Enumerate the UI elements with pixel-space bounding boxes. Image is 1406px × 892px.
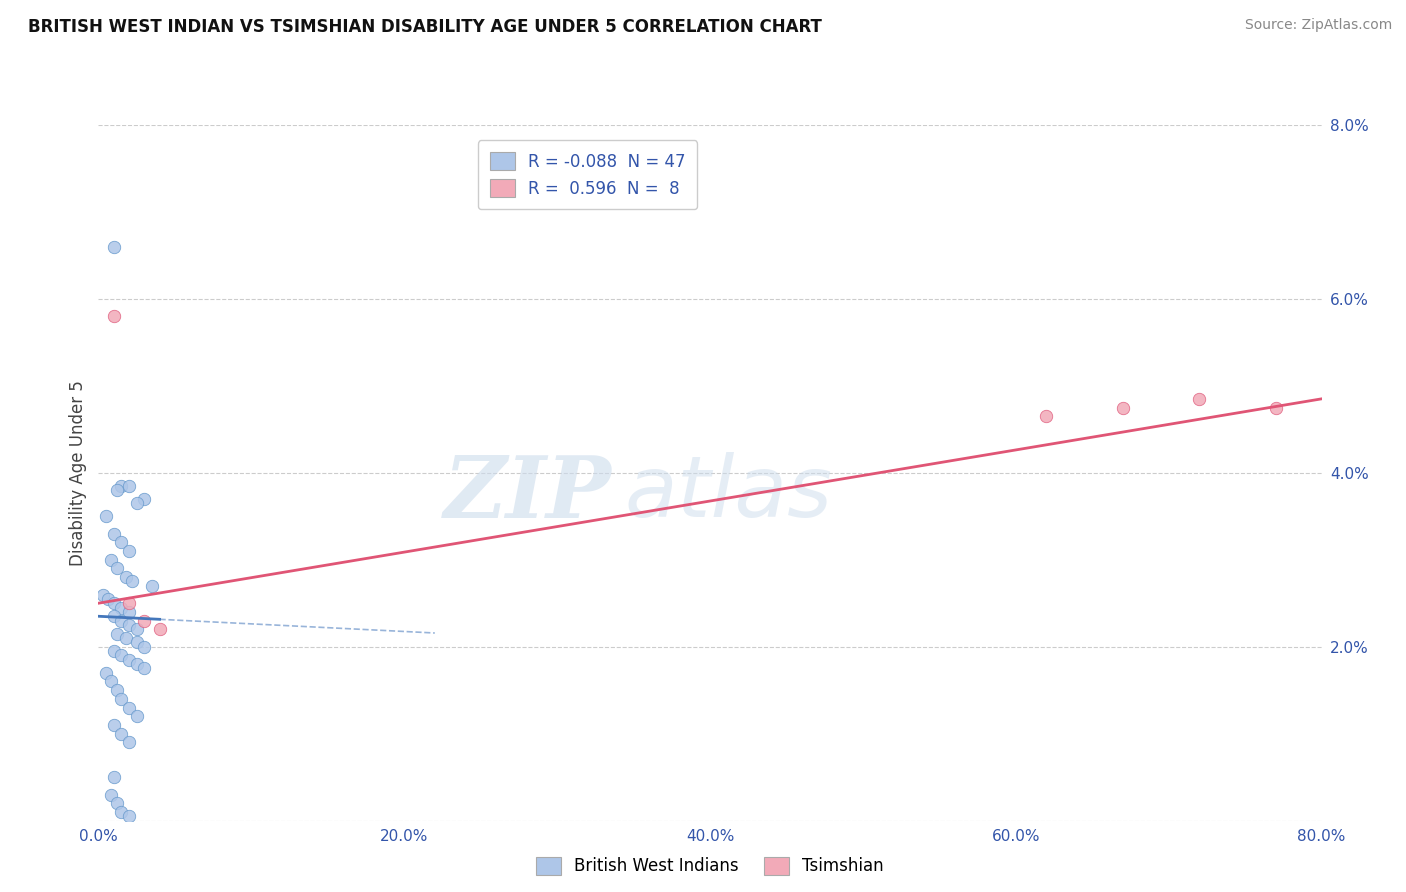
Point: [100, 674, 122, 689]
Point: [134, 614, 156, 628]
Point: [125, 496, 148, 510]
Point: [118, 735, 141, 749]
Point: [149, 623, 172, 637]
Point: [121, 574, 143, 589]
Point: [1264, 401, 1286, 415]
Point: [105, 561, 128, 575]
Point: [134, 661, 156, 675]
Point: [125, 657, 148, 671]
Point: [118, 618, 141, 632]
Point: [1112, 401, 1135, 415]
Point: [125, 709, 148, 723]
Point: [110, 479, 132, 493]
Point: [103, 718, 125, 732]
Point: [118, 479, 141, 493]
Legend: British West Indians, Tsimshian: British West Indians, Tsimshian: [530, 850, 890, 882]
Point: [125, 635, 148, 649]
Point: [134, 491, 156, 506]
Point: [103, 644, 125, 658]
Point: [1188, 392, 1211, 406]
Text: ZIP: ZIP: [444, 452, 612, 535]
Point: [1035, 409, 1057, 424]
Text: BRITISH WEST INDIAN VS TSIMSHIAN DISABILITY AGE UNDER 5 CORRELATION CHART: BRITISH WEST INDIAN VS TSIMSHIAN DISABIL…: [28, 18, 823, 36]
Point: [134, 640, 156, 654]
Point: [94, 665, 117, 680]
Point: [103, 310, 125, 324]
Point: [103, 596, 125, 610]
Point: [110, 600, 132, 615]
Point: [115, 631, 138, 645]
Point: [118, 809, 141, 823]
Point: [100, 552, 122, 567]
Point: [105, 796, 128, 810]
Point: [118, 605, 141, 619]
Y-axis label: Disability Age Under 5: Disability Age Under 5: [69, 380, 87, 566]
Text: Source: ZipAtlas.com: Source: ZipAtlas.com: [1244, 18, 1392, 32]
Point: [118, 700, 141, 714]
Point: [125, 623, 148, 637]
Point: [103, 609, 125, 624]
Point: [105, 683, 128, 698]
Point: [110, 614, 132, 628]
Point: [118, 653, 141, 667]
Point: [110, 535, 132, 549]
Text: atlas: atlas: [624, 452, 832, 535]
Point: [103, 770, 125, 784]
Point: [97, 591, 120, 606]
Point: [118, 596, 141, 610]
Point: [115, 570, 138, 584]
Point: [110, 726, 132, 740]
Point: [118, 544, 141, 558]
Point: [105, 626, 128, 640]
Point: [110, 805, 132, 819]
Point: [103, 526, 125, 541]
Point: [94, 509, 117, 524]
Point: [110, 692, 132, 706]
Point: [110, 648, 132, 663]
Point: [105, 483, 128, 498]
Point: [103, 240, 125, 254]
Point: [100, 788, 122, 802]
Point: [141, 579, 163, 593]
Point: [91, 587, 114, 601]
